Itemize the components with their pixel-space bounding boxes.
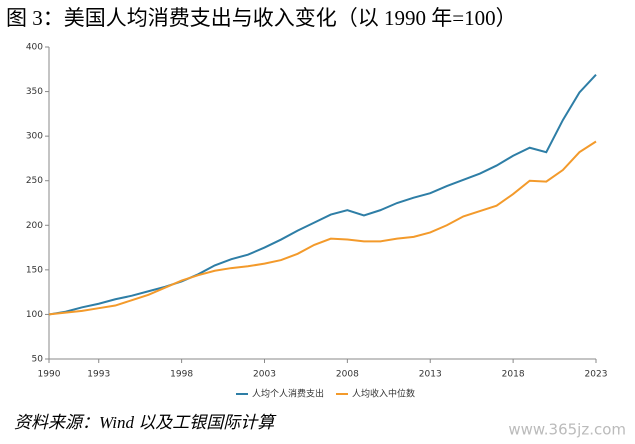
x-tick-label: 2008	[336, 370, 359, 380]
x-tick-label: 1998	[170, 370, 193, 380]
line-series	[48, 140, 597, 316]
y-tick-label: 300	[26, 132, 43, 142]
y-tick-label: 400	[26, 43, 43, 53]
legend-label: 人均个人消费支出	[252, 388, 324, 400]
source-note: 资料来源：Wind 以及工银国际计算	[14, 413, 277, 432]
x-tick-label: 2023	[585, 370, 608, 380]
y-tick-label: 250	[26, 176, 43, 186]
y-tick-label: 100	[26, 310, 43, 320]
legend-label: 人均收入中位数	[352, 388, 415, 400]
x-tick-label: 2013	[419, 370, 442, 380]
x-tick-label: 2018	[502, 370, 525, 380]
watermark: www.365jz.com	[508, 421, 626, 439]
line-series	[48, 73, 597, 316]
y-tick-label: 200	[26, 221, 43, 231]
x-tick-label: 2003	[253, 370, 276, 380]
chart-title: 图 3：美国人均消费支出与收入变化（以 1990 年=100）	[6, 6, 517, 30]
y-tick-label: 150	[26, 265, 43, 275]
x-tick-label: 1990	[38, 370, 61, 380]
x-tick-label: 1993	[87, 370, 110, 380]
y-tick-label: 350	[26, 87, 43, 97]
y-tick-label: 50	[32, 355, 44, 365]
